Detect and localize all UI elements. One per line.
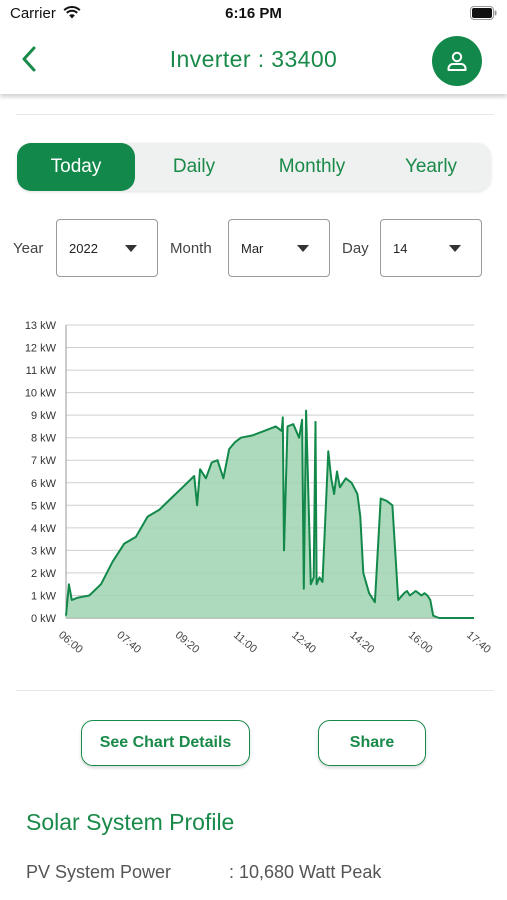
profile-button[interactable] (432, 36, 482, 86)
day-select[interactable]: 14 (380, 219, 482, 277)
x-tick-label: 12:40 (289, 629, 318, 656)
chevron-left-icon (22, 46, 36, 72)
status-time: 6:16 PM (225, 5, 282, 22)
tab-monthly[interactable]: Monthly (278, 156, 346, 177)
series-area (66, 410, 474, 618)
x-tick-label: 09:20 (173, 629, 202, 656)
day-label: Day (342, 240, 369, 257)
period-tabs: Today Daily Monthly Yearly (17, 143, 491, 191)
x-tick-label: 16:00 (406, 629, 435, 656)
profile-key: PV System Power (26, 862, 172, 882)
carrier-label: Carrier (10, 5, 56, 22)
month-value: Mar (241, 241, 264, 256)
y-tick-label: 12 kW (25, 343, 57, 355)
y-tick-label: 0 kW (31, 613, 57, 625)
x-tick-label: 06:00 (56, 629, 85, 656)
year-value: 2022 (69, 241, 98, 256)
y-tick-label: 10 kW (25, 388, 57, 400)
y-tick-label: 7 kW (31, 455, 57, 467)
y-tick-label: 9 kW (31, 410, 57, 422)
month-select[interactable]: Mar (228, 219, 330, 277)
power-chart-svg: 0 kW 1 kW 2 kW 3 kW 4 kW 5 kW 6 kW 7 kW 8 kW 9 kW… (25, 320, 493, 656)
page-title: Inverter : 33400 (169, 46, 338, 72)
profile-value: : 10,680 Watt Peak (229, 862, 382, 882)
y-tick-label: 4 kW (31, 523, 57, 535)
share-button[interactable]: Share (318, 720, 426, 766)
x-tick-label: 07:40 (114, 629, 143, 656)
y-tick-label: 3 kW (31, 545, 57, 557)
month-label: Month (170, 240, 212, 257)
y-tick-label: 8 kW (31, 433, 57, 445)
x-tick-label: 17:40 (464, 629, 493, 656)
user-icon (447, 51, 467, 71)
year-select[interactable]: 2022 (56, 219, 158, 277)
x-tick-label: 11:00 (231, 629, 259, 655)
wifi-icon (63, 6, 81, 19)
year-label: Year (13, 240, 44, 257)
battery-icon (470, 6, 497, 20)
y-tick-label: 11 kW (26, 365, 57, 377)
x-tick-label: 14:20 (348, 629, 377, 656)
y-tick-label: 13 kW (25, 320, 57, 332)
see-chart-details-button[interactable]: See Chart Details (81, 720, 250, 766)
y-tick-label: 1 kW (31, 590, 57, 602)
back-button[interactable] (14, 42, 44, 76)
power-chart: 0 kW 1 kW 2 kW 3 kW 4 kW 5 kW 6 kW 7 kW 8 kW 9 kW… (0, 305, 507, 675)
y-tick-label: 2 kW (31, 568, 57, 580)
series-line (65, 409, 474, 619)
tab-yearly[interactable]: Yearly (404, 156, 458, 177)
section-title: Solar System Profile (26, 809, 235, 835)
app-header: Inverter : 33400 (0, 28, 507, 94)
day-value: 14 (393, 241, 408, 256)
status-bar: Carrier 6:16 PM (0, 0, 507, 28)
caret-down-icon (125, 245, 137, 252)
date-filters: Year 2022 Month Mar Day 14 (0, 219, 507, 279)
divider (16, 690, 494, 691)
caret-down-icon (449, 245, 461, 252)
tab-daily[interactable]: Daily (172, 156, 216, 177)
y-tick-label: 5 kW (31, 500, 57, 512)
tab-today[interactable]: Today (17, 143, 135, 191)
caret-down-icon (297, 245, 309, 252)
y-tick-label: 6 kW (31, 478, 57, 490)
divider (16, 114, 494, 115)
